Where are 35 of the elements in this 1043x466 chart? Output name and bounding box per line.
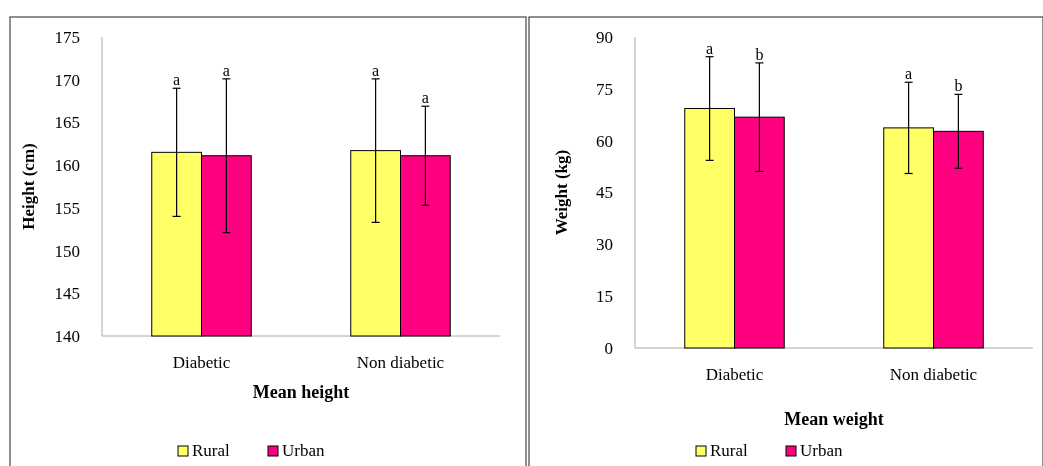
y-tick-label: 150 — [54, 241, 80, 261]
y-tick-label: 75 — [596, 79, 613, 99]
annotation: a — [222, 61, 230, 79]
y-tick-label: 0 — [604, 338, 613, 358]
x-tick-label: Diabetic — [172, 353, 231, 372]
legend-label: Rural — [710, 441, 749, 460]
annotation: a — [905, 65, 913, 83]
x-tick-label: Diabetic — [705, 365, 764, 384]
annotation: a — [421, 89, 429, 107]
legend-label: Urban — [282, 441, 325, 460]
y-tick-label: 90 — [596, 27, 613, 47]
y-axis-title: Height (cm) — [19, 143, 38, 230]
annotation: a — [372, 61, 380, 79]
y-tick-label: 170 — [54, 70, 80, 90]
annotation: a — [706, 39, 714, 57]
legend-label: Urban — [800, 441, 843, 460]
legend-label: Rural — [192, 441, 231, 460]
y-tick-label: 145 — [54, 284, 80, 304]
y-tick-label: 140 — [54, 326, 80, 346]
y-tick-label: 165 — [54, 113, 80, 133]
annotation: a — [173, 71, 181, 89]
y-tick-label: 155 — [54, 198, 80, 218]
y-tick-label: 160 — [54, 156, 80, 176]
y-tick-label: 175 — [54, 27, 80, 47]
x-axis-title: Mean height — [252, 382, 350, 402]
x-axis-title: Mean weight — [784, 409, 884, 429]
annotation: b — [755, 45, 764, 63]
x-tick-label: Non diabetic — [889, 365, 978, 384]
annotation: b — [954, 77, 963, 95]
y-tick-label: 30 — [596, 235, 613, 255]
x-tick-label: Non diabetic — [356, 353, 445, 372]
y-tick-label: 45 — [596, 183, 613, 203]
y-tick-label: 15 — [596, 287, 613, 307]
y-axis-title: Weight (kg) — [552, 149, 571, 236]
y-tick-label: 60 — [596, 131, 613, 151]
